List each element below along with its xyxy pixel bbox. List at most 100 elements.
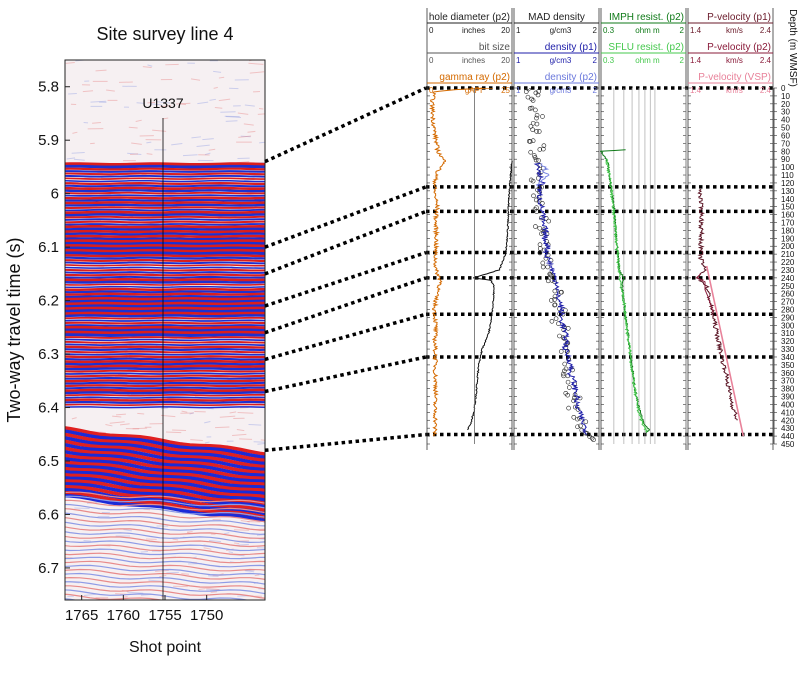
seismic-reflector [65, 364, 265, 369]
mad-density-point [575, 407, 581, 412]
mad-density-point [558, 349, 564, 354]
mad-density-point [536, 89, 541, 94]
seismic-reflector [65, 585, 265, 599]
seismic-reflector [65, 406, 265, 409]
mad-density-point [537, 250, 543, 256]
seismic-reflector [65, 254, 265, 258]
seismic-noise-stroke [210, 591, 218, 593]
seismic-reflector [65, 350, 265, 354]
track-header-unit: g/cm3 [550, 56, 572, 65]
depth-tick-label: 80 [781, 147, 790, 156]
seismic-noise-stroke [68, 92, 77, 95]
track-header-name: bit size [479, 42, 511, 53]
depth-tick-label: 430 [781, 424, 795, 433]
seismic-noise-stroke [105, 423, 113, 427]
depth-tick-label: 40 [781, 116, 790, 125]
depth-tick-label: 130 [781, 187, 795, 196]
seismic-reflector [65, 287, 265, 292]
seismic-reflector [65, 301, 265, 306]
seismic-noise-stroke [74, 507, 90, 509]
depth-tick-label: 30 [781, 108, 790, 117]
seismic-reflector [65, 186, 265, 190]
seismic-reflector [65, 229, 265, 234]
seismic-reflector [65, 295, 265, 299]
seismic-reflector [65, 304, 265, 309]
mad-density-point [552, 302, 557, 308]
depth-tick-label: 330 [781, 345, 795, 354]
seismic-reflector [65, 191, 265, 195]
seismic-reflector [65, 306, 265, 311]
resistivity-grid [613, 88, 687, 444]
seismic-reflector [65, 343, 265, 346]
seismic-noise-stroke [253, 441, 265, 443]
seismic-reflector [65, 508, 265, 523]
mad-density-point [537, 225, 543, 231]
seismic-reflector [65, 482, 265, 509]
tie-line-diagonal [264, 86, 427, 164]
mad-density-point [547, 271, 553, 277]
seismic-reflector [65, 234, 265, 239]
shot-point-tick-label: 1765 [65, 607, 98, 624]
depth-tick-label: 140 [781, 195, 795, 204]
seismic-noise-stroke [243, 123, 254, 126]
mad-density-point [561, 373, 566, 379]
depth-tick-label: 310 [781, 329, 795, 338]
seismic-reflector [65, 391, 265, 395]
seismic-noise-stroke [127, 591, 144, 594]
seismic-reflector [65, 362, 265, 366]
tie-line-diagonal [264, 355, 427, 394]
seismic-noise-stroke [213, 86, 218, 89]
mad-density-point [537, 242, 543, 247]
seismic-reflector [65, 237, 265, 241]
seismic-noise-stroke [225, 116, 241, 118]
mad-density-point [530, 98, 536, 103]
depth-tick-label: 180 [781, 226, 795, 235]
seismic-noise-stroke [106, 89, 115, 92]
seismic-noise-stroke [198, 588, 206, 590]
seismic-noise-stroke [239, 438, 253, 440]
mad-density-point [548, 272, 553, 278]
seismic-noise-stroke [148, 579, 163, 582]
seismic-noise-stroke [159, 105, 172, 108]
seismic-noise-stroke [160, 407, 169, 410]
mad-density-point [540, 260, 546, 266]
seismic-reflector [65, 456, 265, 483]
density-p1-curve [533, 162, 588, 435]
mad-density-point [536, 129, 542, 134]
mad-density-point [528, 149, 533, 155]
density-p2-curve [535, 163, 550, 187]
seismic-noise-stroke [257, 443, 265, 445]
seismic-noise-stroke [112, 415, 122, 418]
seismic-reflector [65, 283, 265, 286]
mad-density-point [562, 361, 568, 367]
depth-tick-label: 10 [781, 92, 790, 101]
seismic-reflector [65, 271, 265, 274]
track-header-min: 0.3 [603, 56, 615, 65]
seismic-reflector [65, 278, 265, 282]
p-velocity-vsp-curve [705, 265, 745, 437]
seismic-noise-stroke [119, 423, 130, 426]
seismic-noise-stroke [179, 103, 187, 106]
seismic-reflector [65, 432, 265, 463]
track-header-name: density (p2) [545, 72, 597, 83]
depth-tick-label: 0 [781, 84, 786, 93]
depth-tick-label: 110 [781, 171, 794, 180]
depth-tick-label: 370 [781, 377, 795, 386]
seismic-noise-stroke [229, 411, 237, 414]
seismic-reflector [65, 581, 265, 595]
mad-density-point [549, 318, 555, 324]
track-header-max: 2.4 [760, 56, 772, 65]
track-header-unit: ohm m [635, 56, 660, 65]
log-track-2: MAD density 1 g/cm3 2 density (p1) 1 g/cm3 2 den… [513, 8, 600, 450]
seismic-reflector [65, 290, 265, 294]
seismic-noise-stroke [260, 439, 265, 441]
seismic-reflector [65, 493, 265, 523]
seismic-reflector [65, 367, 265, 371]
seismic-noise-stroke [132, 427, 148, 430]
seismic-reflector [65, 328, 265, 333]
seismic-reflector [65, 521, 265, 535]
track-header-max: 2 [680, 56, 685, 65]
mad-density-point [567, 385, 572, 390]
seismic-reflector [65, 164, 265, 169]
imph-resist-p2-curve [599, 149, 651, 434]
